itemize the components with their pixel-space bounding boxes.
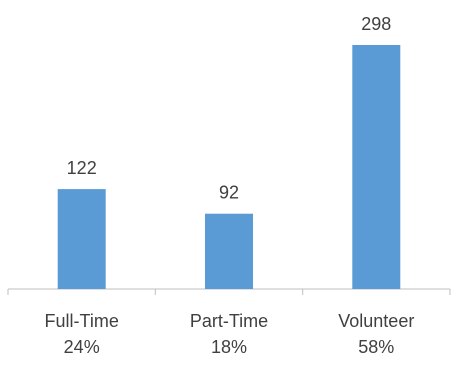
category-label: Volunteer <box>338 311 414 331</box>
category-percentage-label: 18% <box>211 337 247 357</box>
bar-volunteer <box>352 45 401 289</box>
data-label: 92 <box>219 183 239 203</box>
category-percentage-label: 58% <box>358 337 394 357</box>
bars-group <box>57 45 401 289</box>
data-label: 298 <box>361 14 391 34</box>
bar-part-time <box>205 213 253 289</box>
data-label: 122 <box>67 158 97 178</box>
category-label: Full-Time <box>45 311 119 331</box>
category-labels-group: Full-Time 24% Part-Time 18% Volunteer 58% <box>45 311 415 357</box>
category-percentage-label: 24% <box>64 337 100 357</box>
data-labels-group: 122 92 298 <box>67 14 392 203</box>
x-ticks-group <box>7 289 451 295</box>
category-label: Part-Time <box>190 311 268 331</box>
bar-full-time <box>57 189 106 289</box>
